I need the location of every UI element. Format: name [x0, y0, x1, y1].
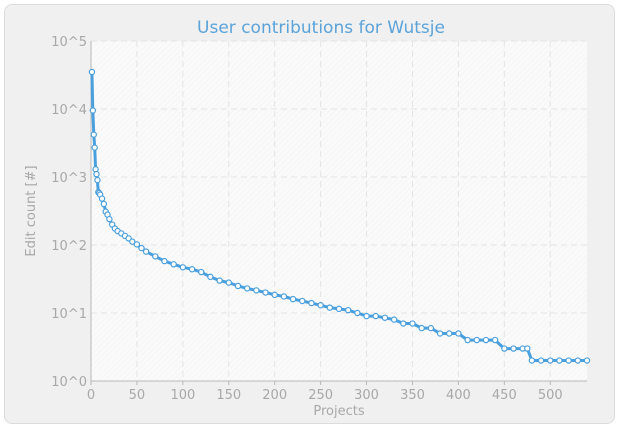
data-point [491, 336, 499, 344]
data-point [142, 248, 150, 255]
data-point [90, 131, 97, 138]
data-point [363, 312, 370, 320]
x-tick-label: 250 [308, 388, 333, 403]
y-tick-label: 10^1 [51, 307, 87, 322]
data-point [308, 299, 315, 307]
data-point [372, 312, 379, 320]
data-point [216, 277, 223, 284]
data-point [234, 282, 242, 290]
data-point [133, 241, 141, 248]
data-point [106, 215, 113, 223]
data-point [207, 273, 214, 281]
series-edits [88, 68, 591, 364]
chart: User contributions for Wutsje 0 50 100 150 2… [24, 18, 591, 419]
data-point [129, 238, 136, 245]
x-tick-label: 350 [400, 388, 425, 403]
y-tick-label: 10^3 [51, 171, 87, 186]
x-tick-label: 200 [262, 388, 287, 403]
data-point [92, 166, 99, 173]
data-point [354, 309, 361, 317]
data-point [510, 345, 517, 352]
x-tick-label: 500 [538, 388, 563, 403]
data-point [344, 306, 352, 314]
x-tick-label: 50 [129, 388, 146, 403]
data-point [409, 320, 416, 327]
data-point [335, 305, 343, 313]
x-tick-label: 100 [170, 388, 195, 403]
data-point [289, 295, 297, 303]
data-point [574, 357, 582, 364]
x-tick-label: 450 [492, 388, 517, 403]
y-tick-label: 10^0 [51, 375, 87, 390]
data-point [537, 357, 545, 364]
data-point [317, 302, 324, 309]
data-point [400, 320, 407, 327]
data-point [179, 264, 187, 271]
data-point [271, 291, 278, 299]
data-point [91, 144, 98, 151]
x-tick-label: 0 [87, 388, 95, 403]
plot-area [91, 41, 587, 381]
data-point [253, 287, 260, 294]
data-point [501, 345, 508, 352]
chart-title: User contributions for Wutsje [197, 18, 445, 38]
data-point [138, 244, 145, 252]
x-tick-labels: 0 50 100 150 200 250 300 350 400 450 500 [87, 381, 563, 403]
data-point [198, 268, 205, 276]
data-point [547, 357, 554, 364]
data-point [528, 357, 536, 364]
data-point [326, 304, 334, 311]
data-point [88, 68, 96, 76]
data-point [390, 316, 398, 323]
y-tick-label: 10^5 [51, 35, 87, 50]
data-point [455, 330, 462, 337]
data-point [161, 257, 168, 265]
x-tick-label: 150 [216, 388, 241, 403]
y-tick-labels: 10^0 10^1 10^2 10^3 10^4 10^5 [51, 35, 87, 390]
data-point [381, 314, 389, 321]
data-point [98, 195, 106, 202]
data-point [524, 345, 531, 352]
chart-frame: User contributions for Wutsje 0 50 100 150 2… [4, 4, 615, 424]
data-point [464, 336, 471, 344]
x-tick-label: 300 [354, 388, 379, 403]
x-tick-label: 400 [446, 388, 471, 403]
y-tick-label: 10^2 [51, 239, 87, 254]
data-point [93, 170, 100, 178]
data-point [225, 279, 232, 286]
data-point [89, 107, 97, 114]
data-point [170, 261, 177, 268]
data-point [299, 297, 306, 305]
data-point [418, 324, 425, 332]
data-point [280, 293, 288, 300]
data-point [436, 330, 444, 337]
data-point [446, 330, 453, 337]
data-point [473, 336, 480, 344]
data-point [482, 336, 490, 344]
data-point [100, 200, 108, 208]
y-tick-label: 10^4 [51, 103, 87, 118]
x-axis-title: Projects [313, 404, 364, 419]
data-point [262, 289, 269, 296]
data-point [427, 324, 435, 332]
data-point [152, 253, 159, 260]
data-point [565, 357, 572, 364]
data-point [188, 266, 196, 273]
data-point [94, 176, 101, 184]
data-point [556, 357, 563, 364]
data-point [243, 285, 251, 292]
data-point [583, 357, 591, 364]
y-axis-title: Edit count [#] [24, 165, 39, 256]
